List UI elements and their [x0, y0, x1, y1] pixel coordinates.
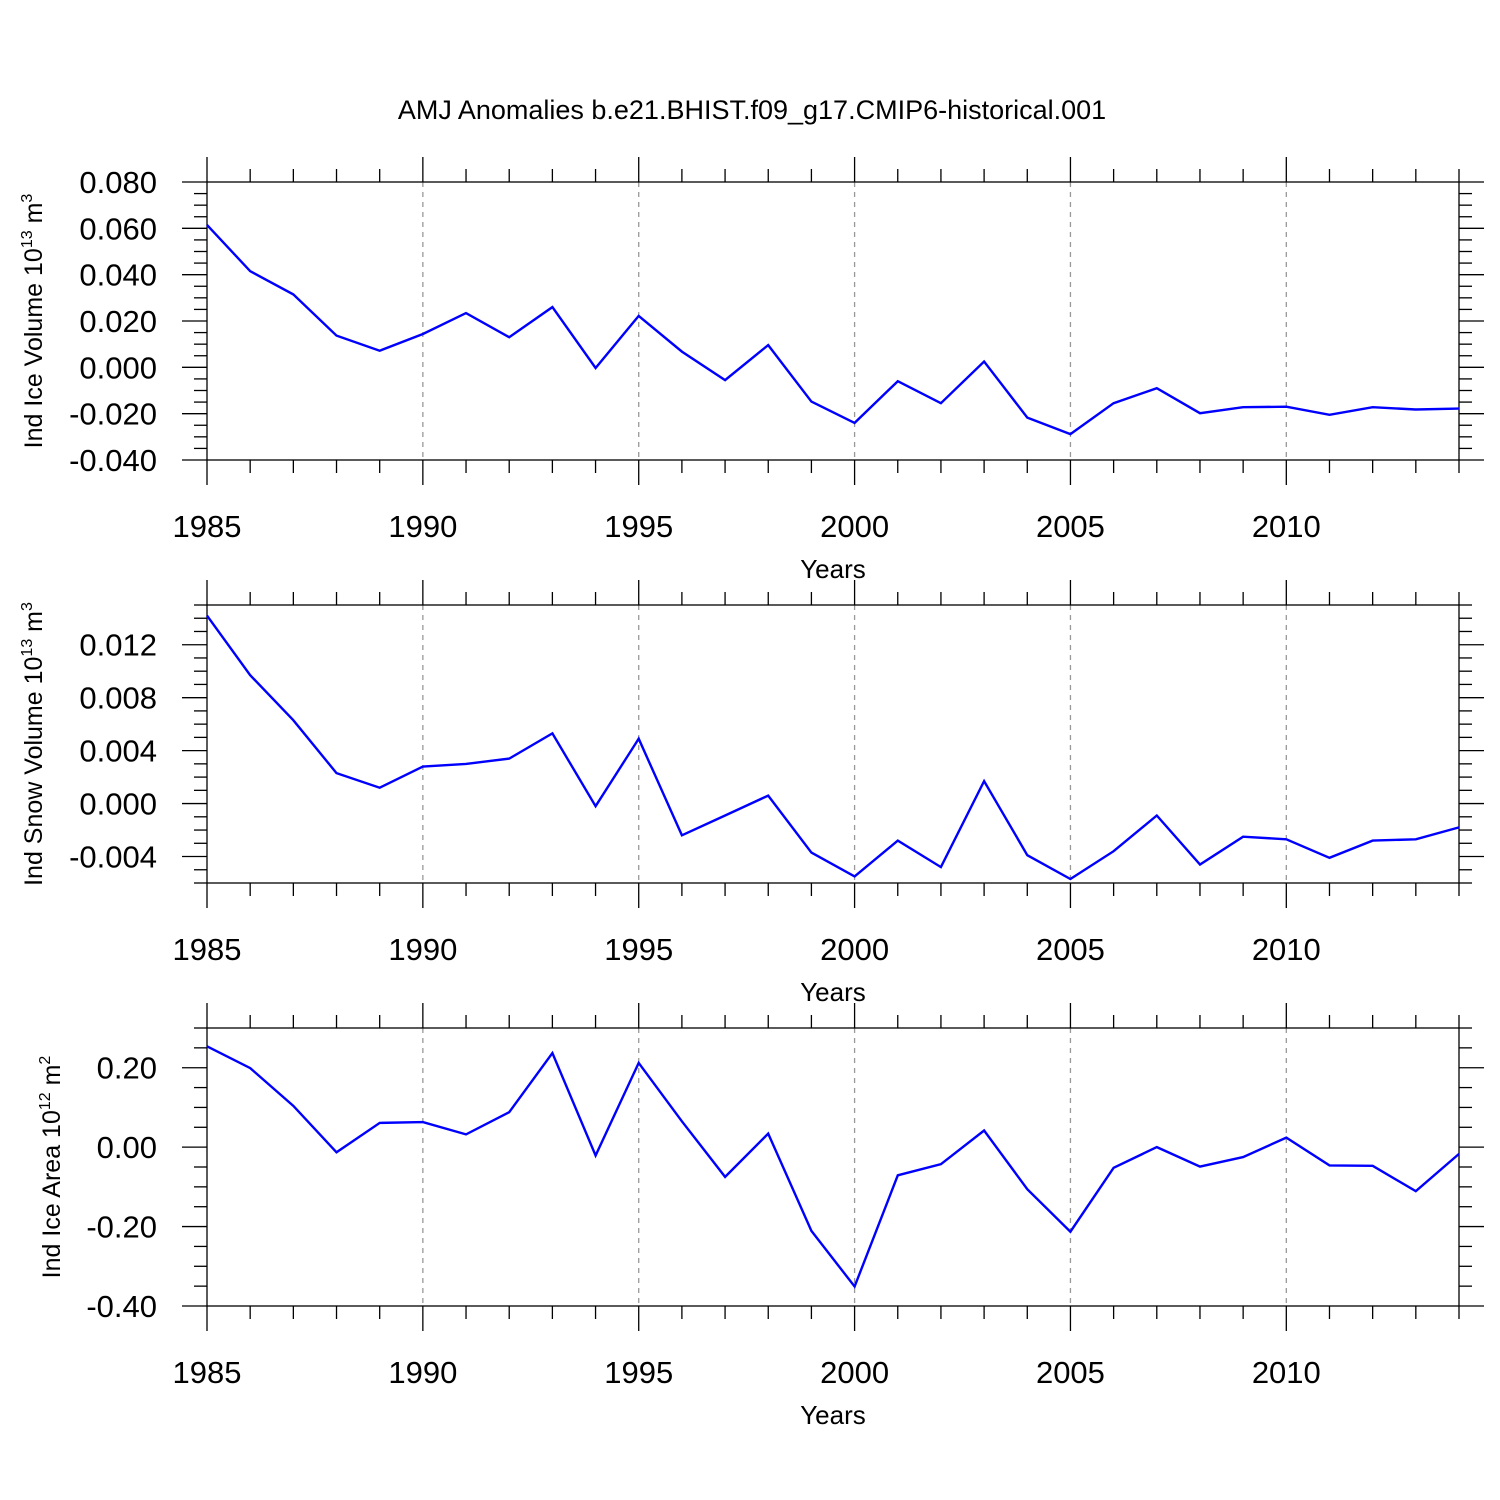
- x-tick-label: 2010: [1252, 509, 1321, 544]
- plot-frame: [206, 604, 1460, 884]
- series-line: [206, 224, 1460, 436]
- y-axis-title: Ind Snow Volume 1013 m3: [19, 602, 48, 886]
- x-tick-label: 1995: [604, 1355, 673, 1390]
- x-axis-title: Years: [800, 554, 866, 584]
- y-tick-label: -0.20: [86, 1210, 157, 1245]
- y-tick-label: 0.000: [79, 350, 157, 385]
- y-tick-label: 0.00: [97, 1130, 157, 1165]
- y-tick-label: 0.004: [79, 734, 157, 769]
- x-tick-label: 2000: [820, 509, 889, 544]
- y-tick-label: 0.080: [79, 165, 157, 200]
- plot-frame: [206, 1027, 1460, 1307]
- series-line: [206, 1045, 1460, 1289]
- x-tick-label: 1985: [173, 1355, 242, 1390]
- y-tick-label: 0.012: [79, 628, 157, 663]
- x-tick-label: 1990: [388, 932, 457, 967]
- y-tick-label: 0.20: [97, 1051, 157, 1086]
- y-tick-label: 0.008: [79, 681, 157, 716]
- chart-title: AMJ Anomalies b.e21.BHIST.f09_g17.CMIP6-…: [398, 95, 1106, 125]
- panel-2: 0.012 0.008 0.004 0.000 -0.004 1985 1990 1995 20…: [19, 580, 1484, 1007]
- y-tick-label: 0.060: [79, 211, 157, 246]
- x-tick-label: 1995: [604, 932, 673, 967]
- y-tick-label: 0.020: [79, 304, 157, 339]
- x-tick-label: 1990: [388, 1355, 457, 1390]
- x-tick-label: 2005: [1036, 932, 1105, 967]
- x-tick-label: 1990: [388, 509, 457, 544]
- y-tick-label: -0.020: [69, 397, 157, 432]
- x-tick-label: 2005: [1036, 509, 1105, 544]
- x-axis-title: Years: [800, 977, 866, 1007]
- x-tick-label: 2000: [820, 1355, 889, 1390]
- x-tick-label: 2005: [1036, 1355, 1105, 1390]
- y-tick-label: -0.040: [69, 443, 157, 478]
- y-tick-label: -0.40: [86, 1289, 157, 1324]
- y-axis-title: Ind Ice Area 1012 m2: [37, 1056, 66, 1279]
- panel-3: 0.20 0.00 -0.20 -0.40 1985 1990 1995 2000 2005 20…: [37, 1003, 1484, 1430]
- y-tick-label: 0.000: [79, 787, 157, 822]
- panel-1: 0.080 0.060 0.040 0.020 0.000 -0.020 -0.040 198…: [19, 157, 1484, 584]
- y-tick-label: -0.004: [69, 840, 157, 875]
- x-tick-label: 1995: [604, 509, 673, 544]
- y-tick-label: 0.040: [79, 258, 157, 293]
- x-tick-label: 2000: [820, 932, 889, 967]
- series-line: [206, 614, 1460, 881]
- x-tick-label: 1985: [173, 932, 242, 967]
- x-tick-label: 1985: [173, 509, 242, 544]
- x-axis-title: Years: [800, 1400, 866, 1430]
- plot-frame: [206, 181, 1460, 461]
- x-tick-label: 2010: [1252, 932, 1321, 967]
- y-axis-title: Ind Ice Volume 1013 m3: [19, 194, 48, 449]
- x-tick-label: 2010: [1252, 1355, 1321, 1390]
